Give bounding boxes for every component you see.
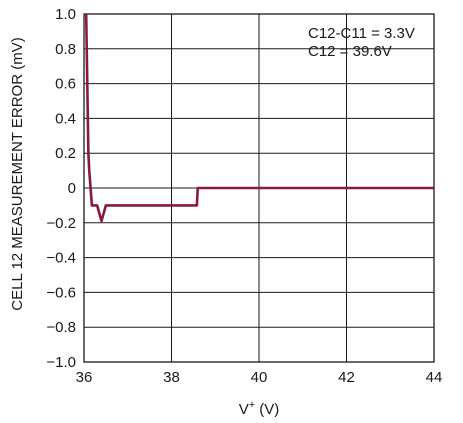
- y-tick-label: 0.2: [55, 145, 76, 162]
- x-axis-title-main: V: [239, 401, 249, 418]
- y-tick-label: −0.6: [46, 284, 76, 301]
- y-tick-label: 0.4: [55, 110, 76, 127]
- y-tick-label: −0.2: [46, 215, 76, 232]
- series-line: [84, 13, 434, 223]
- x-tick-label: 38: [163, 369, 180, 386]
- x-axis-title-unit: (V): [255, 401, 279, 418]
- y-tick-label: −1.0: [46, 354, 76, 371]
- x-tick-labels: 36 38 40 42 44: [76, 369, 443, 386]
- x-axis-title-superscript: +: [249, 399, 255, 411]
- x-axis-title: V+ (V): [239, 399, 280, 418]
- y-tick-label: −0.4: [46, 250, 76, 267]
- y-tick-label: 0: [68, 180, 76, 197]
- annotation-c12-voltage: C12 = 39.6V: [308, 43, 392, 60]
- x-tick-label: 36: [76, 369, 93, 386]
- y-tick-label: 0.6: [55, 76, 76, 93]
- y-axis-title: CELL 12 MEASUREMENT ERROR (mV): [9, 37, 26, 310]
- y-tick-label: 0.8: [55, 41, 76, 58]
- annotation-cell-voltage: C12-C11 = 3.3V: [308, 25, 415, 42]
- x-tick-label: 42: [338, 369, 355, 386]
- y-tick-label: −0.8: [46, 319, 76, 336]
- x-tick-label: 44: [426, 369, 443, 386]
- x-tick-label: 40: [251, 369, 268, 386]
- y-tick-label: 1.0: [55, 6, 76, 23]
- y-tick-labels: 1.0 0.8 0.6 0.4 0.2 0 −0.2 −0.4 −0.6 −0.8 −1.0: [46, 6, 76, 371]
